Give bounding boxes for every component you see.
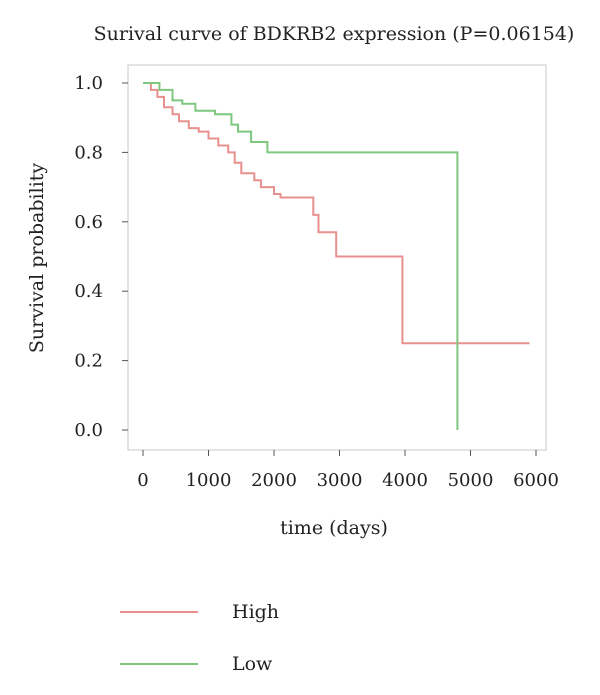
legend-label: Low [232,653,273,675]
x-tick-label: 3000 [317,470,363,491]
series-layer [143,82,530,430]
y-axis: 0.0 0.2 0.4 0.6 0.8 1.0 [74,73,128,441]
y-tick-label: 0.4 [74,281,103,302]
y-tick-label: 0.2 [74,351,103,372]
y-tick-label: 0.0 [74,420,103,441]
x-axis: 0 1000 2000 3000 4000 5000 6000 [137,450,559,491]
y-tick-label: 1.0 [74,73,103,94]
plot-frame [127,64,547,451]
chart-title: Surival curve of BDKRB2 expression (P=0.… [94,23,575,45]
x-tick-label: 0 [137,470,148,491]
y-tick-label: 0.6 [74,212,103,233]
x-tick-label: 4000 [382,470,428,491]
x-axis-label: time (days) [280,517,388,539]
series-line-high [143,82,530,345]
y-axis-label: Survival probability [26,163,48,354]
legend-label: High [232,601,279,623]
x-tick-label: 2000 [251,470,297,491]
y-tick-label: 0.8 [74,142,103,163]
legend: High Low [120,601,279,675]
x-tick-label: 1000 [186,470,232,491]
x-tick-label: 6000 [513,470,559,491]
x-tick-label: 5000 [448,470,494,491]
series-line-low [143,82,459,430]
